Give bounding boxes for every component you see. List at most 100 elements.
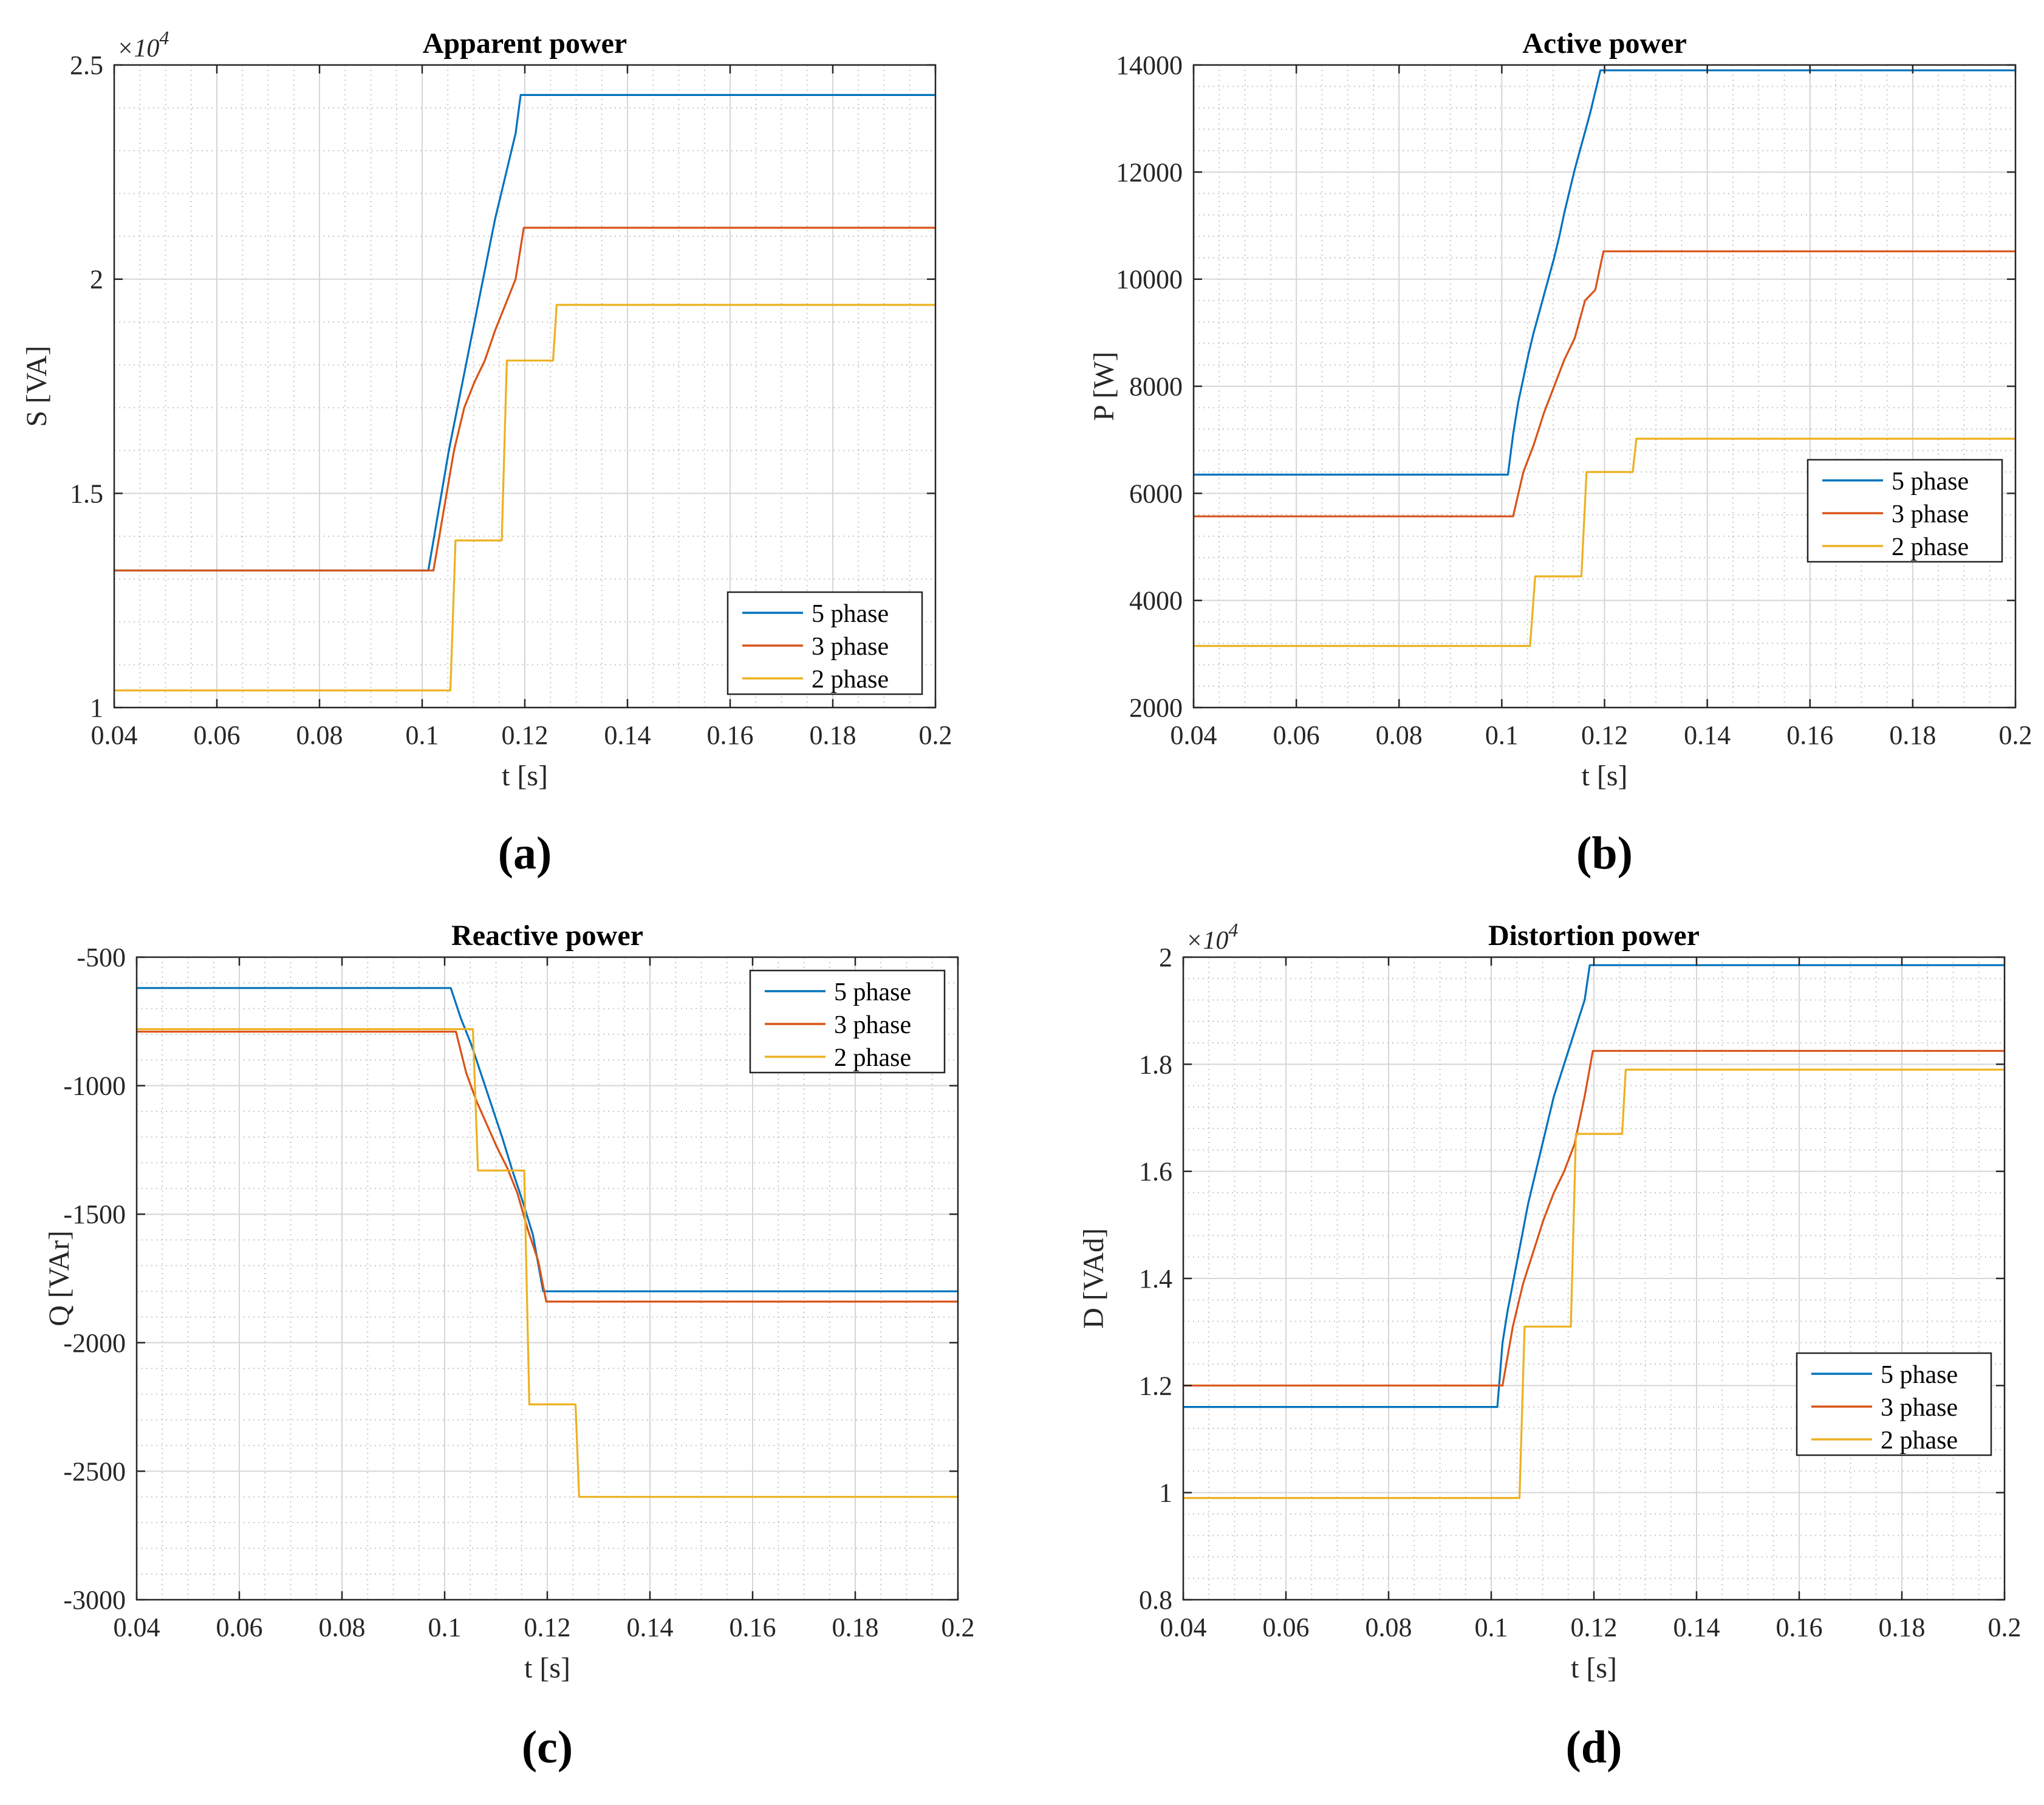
y-tick-label: 8000: [1129, 372, 1183, 401]
legend-label-2-phase: 2 phase: [1881, 1427, 1958, 1455]
x-tick-label: 0.2: [919, 720, 952, 750]
x-tick-label: 0.16: [730, 1612, 776, 1642]
x-tick-label: 0.1: [1475, 1612, 1508, 1642]
y-tick-label: -2500: [63, 1456, 126, 1486]
legend-box: [749, 969, 946, 1074]
chart-panel-b: 0.04 0.06 0.08 0.1 0.12 0.14 0.16 0.18 0.2 2000 40…: [1088, 27, 2032, 879]
x-tick-label: 0.18: [810, 720, 856, 750]
y-tick-label: 1.8: [1139, 1049, 1172, 1079]
legend-box: [1806, 459, 2003, 563]
y-tick-label: 2000: [1129, 693, 1183, 723]
x-tick-label: 0.06: [216, 1612, 263, 1642]
axis-exponent-power: 4: [159, 27, 169, 49]
y-tick-label: 1.5: [70, 479, 103, 508]
chart-panel-c: 0.04 0.06 0.08 0.1 0.12 0.14 0.16 0.18 0.2 -3000 -…: [43, 920, 975, 1773]
x-tick-label: 0.16: [707, 720, 754, 750]
series-line-3-phase: [1194, 250, 2015, 517]
x-axis-label: t [s]: [524, 1652, 570, 1684]
chart-title: Distortion power: [1488, 920, 1700, 952]
y-tick-label: 1: [90, 693, 103, 723]
x-tick-label: 0.14: [627, 1612, 674, 1642]
legend-label-5-phase: 5 phase: [812, 600, 889, 628]
legend-label-3-phase: 3 phase: [1892, 500, 1969, 528]
chart-panel-a: 0.04 0.06 0.08 0.1 0.12 0.14 0.16 0.18 0.2 1 1.5 2 2…: [21, 27, 952, 879]
axis-exponent: ×104: [1186, 919, 1238, 955]
panel-label: (a): [498, 828, 552, 879]
y-tick-label: 14000: [1116, 50, 1183, 80]
x-tick-label: 0.06: [1263, 1612, 1310, 1642]
tick-marks: [1182, 956, 2006, 1601]
x-axis-label: t [s]: [1571, 1652, 1617, 1684]
series-line-5-phase: [1183, 964, 2005, 1408]
x-tick-label: 0.1: [428, 1612, 462, 1642]
axis-exponent-power: 4: [1228, 919, 1238, 941]
x-axis-label: t [s]: [1582, 760, 1628, 792]
x-tick-label: 0.08: [319, 1612, 366, 1642]
legend-label-5-phase: 5 phase: [834, 978, 911, 1006]
legend: 5 phase 3 phase 2 phase: [749, 969, 946, 1074]
legend-box: [1796, 1352, 1992, 1456]
y-tick-label: -2000: [63, 1328, 126, 1358]
y-tick-label: -3000: [63, 1585, 126, 1615]
series-line-3-phase: [114, 227, 935, 572]
series-line-3-phase: [1183, 1049, 2005, 1387]
x-tick-label: 0.04: [91, 720, 138, 750]
x-tick-label: 0.04: [1171, 720, 1217, 750]
series-line-2-phase: [137, 1028, 958, 1498]
x-tick-label: 0.14: [604, 720, 651, 750]
chart-panel-d: 0.04 0.06 0.08 0.1 0.12 0.14 0.16 0.18 0.2 0.8 1 1.…: [1078, 919, 2022, 1773]
panel-label: (d): [1566, 1722, 1622, 1773]
tick-marks: [113, 64, 937, 709]
legend-label-2-phase: 2 phase: [812, 666, 889, 694]
y-tick-label: 4000: [1129, 586, 1183, 616]
y-tick-label: -500: [77, 943, 126, 972]
y-tick-label: 10000: [1116, 265, 1183, 295]
y-tick-label: 6000: [1129, 479, 1183, 508]
series-line-5-phase: [114, 94, 935, 572]
y-tick-label: 1.4: [1139, 1264, 1172, 1294]
y-tick-label: 2: [90, 265, 103, 295]
legend-label-2-phase: 2 phase: [834, 1044, 911, 1072]
y-axis-label: S [VA]: [21, 346, 53, 427]
x-tick-label: 0.04: [1160, 1612, 1207, 1642]
legend-label-3-phase: 3 phase: [1881, 1394, 1958, 1422]
tick-marks: [135, 956, 959, 1601]
series-line-2-phase: [1183, 1068, 2005, 1500]
x-tick-label: 0.1: [406, 720, 439, 750]
series-line-2-phase: [1194, 437, 2015, 647]
x-tick-label: 0.04: [114, 1612, 160, 1642]
x-tick-label: 0.2: [1999, 720, 2032, 750]
x-tick-label: 0.06: [194, 720, 241, 750]
series-line-3-phase: [137, 1031, 958, 1303]
x-tick-label: 0.12: [1571, 1612, 1618, 1642]
x-tick-label: 0.12: [524, 1612, 571, 1642]
tick-marks: [1192, 64, 2017, 709]
x-tick-label: 0.18: [1879, 1612, 1926, 1642]
axis-exponent: ×104: [117, 27, 169, 63]
x-tick-label: 0.08: [296, 720, 343, 750]
series-line-5-phase: [137, 987, 958, 1292]
y-tick-label: 2: [1159, 943, 1172, 972]
panel-label: (b): [1576, 828, 1633, 879]
chart-title: Active power: [1522, 27, 1687, 60]
axis-exponent-base: ×10: [117, 35, 159, 63]
legend-label-3-phase: 3 phase: [834, 1011, 911, 1039]
x-tick-label: 0.18: [1889, 720, 1936, 750]
legend-label-5-phase: 5 phase: [1881, 1361, 1958, 1389]
x-tick-label: 0.14: [1673, 1612, 1720, 1642]
x-tick-label: 0.08: [1376, 720, 1423, 750]
legend: 5 phase 3 phase 2 phase: [1796, 1352, 1992, 1456]
legend-box: [726, 591, 923, 695]
x-tick-label: 0.08: [1366, 1612, 1412, 1642]
y-tick-label: -1500: [63, 1199, 126, 1229]
x-tick-label: 0.18: [832, 1612, 879, 1642]
legend-label-2-phase: 2 phase: [1892, 533, 1969, 561]
chart-title: Apparent power: [423, 27, 627, 60]
x-tick-label: 0.12: [1581, 720, 1628, 750]
y-tick-label: 1.6: [1139, 1157, 1172, 1187]
y-axis-label: Q [VAr]: [43, 1230, 75, 1326]
legend-label-5-phase: 5 phase: [1892, 468, 1969, 496]
y-tick-label: 1: [1159, 1478, 1172, 1508]
x-tick-label: 0.12: [502, 720, 549, 750]
